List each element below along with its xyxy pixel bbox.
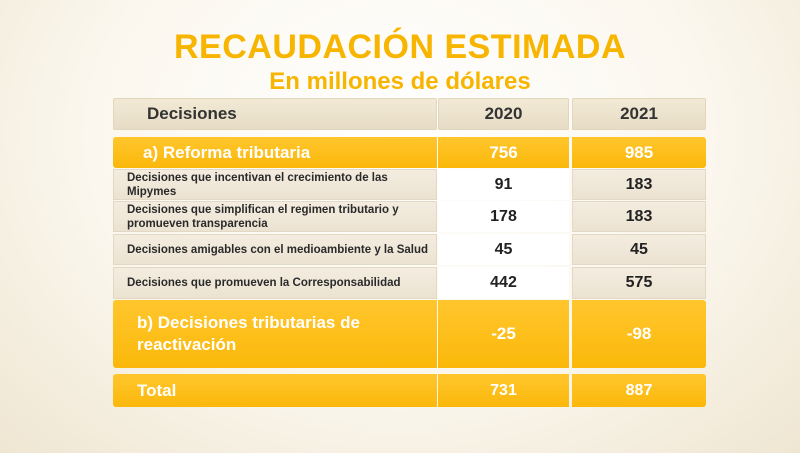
header-2021: 2021 [572,98,706,130]
table-header-row: Decisiones 2020 2021 [113,98,706,130]
row-total: Total 731 887 [113,374,706,407]
row-label: Decisiones amigables con el medioambient… [113,234,437,265]
reactivacion-label: b) Decisiones tributarias de reactivació… [113,300,437,368]
row-value-2020: 91 [438,169,569,200]
slide-subtitle: En millones de dólares [269,68,531,95]
reactivacion-2020: -25 [438,300,569,368]
total-label: Total [113,374,437,407]
total-2021: 887 [572,374,706,407]
row-value-2020: 178 [438,201,569,232]
row-value-2021: 183 [572,169,706,200]
reforma-2020: 756 [438,137,569,168]
row-value-2020: 45 [438,234,569,265]
row-value-2020: 442 [438,267,569,299]
header-2020: 2020 [438,98,569,130]
table-row: Decisiones que incentivan el crecimiento… [113,169,706,200]
row-value-2021: 183 [572,201,706,232]
row-value-2021: 575 [572,267,706,299]
row-label: Decisiones que incentivan el crecimiento… [113,169,437,200]
reforma-label: a) Reforma tributaria [113,137,437,168]
reactivacion-2021: -98 [572,300,706,368]
row-label: Decisiones que simplifican el regimen tr… [113,201,437,232]
row-reactivacion: b) Decisiones tributarias de reactivació… [113,300,706,368]
table-row: Decisiones que simplifican el regimen tr… [113,201,706,232]
row-label: Decisiones que promueven la Corresponsab… [113,267,437,299]
table-row: Decisiones que promueven la Corresponsab… [113,267,706,299]
header-decisiones: Decisiones [113,98,437,130]
table-row: Decisiones amigables con el medioambient… [113,234,706,265]
row-value-2021: 45 [572,234,706,265]
slide-title: RECAUDACIÓN ESTIMADA [174,28,626,66]
total-2020: 731 [438,374,569,407]
reforma-2021: 985 [572,137,706,168]
row-reforma-tributaria: a) Reforma tributaria 756 985 [113,137,706,168]
